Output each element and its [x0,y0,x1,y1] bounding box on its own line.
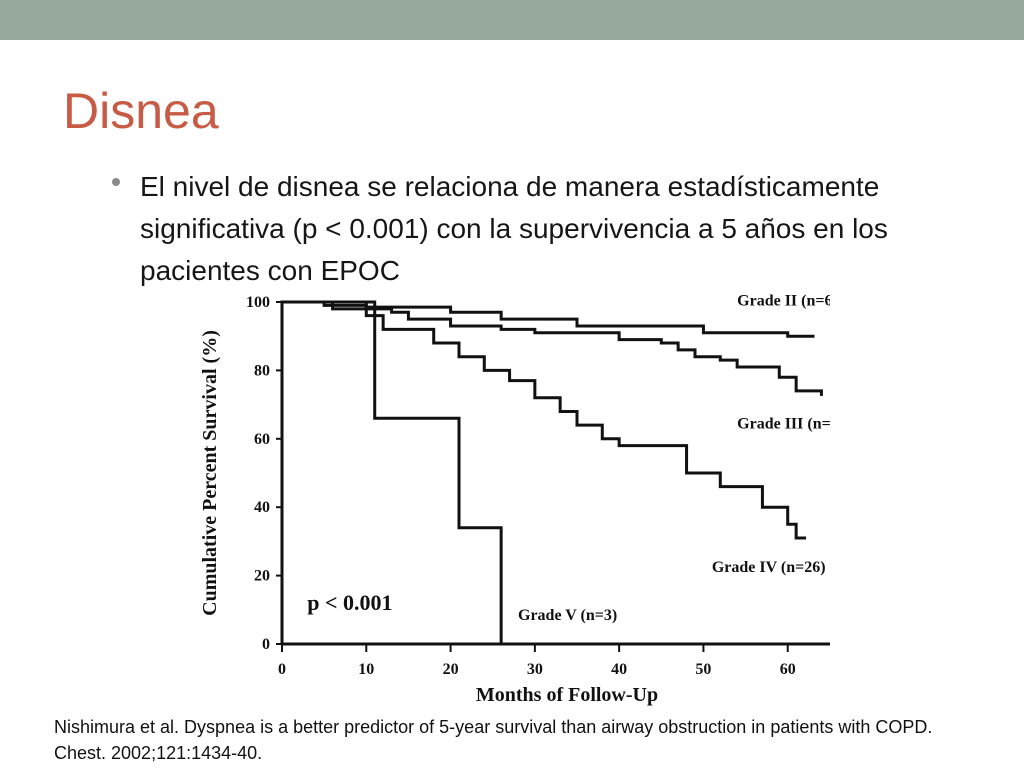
y-tick-label: 60 [254,431,270,448]
p-value-annotation: p < 0.001 [307,590,392,615]
top-band [0,0,1024,40]
slide-title: Disnea [63,83,219,139]
y-tick-label: 40 [254,499,270,516]
series-line-2 [280,300,823,396]
chart-labels: 010203040506070020406080100Cumulative Pe… [199,292,880,706]
y-axis-title: Cumulative Percent Survival (%) [199,330,221,616]
bullet-icon [112,178,120,186]
series-label-1: Grade II (n=67) [737,292,830,309]
x-axis-title: Months of Follow-Up [476,684,658,706]
chart-axes [276,301,873,652]
x-tick-label: 0 [278,661,286,678]
x-tick-label: 10 [358,661,374,678]
x-tick-label: 50 [695,661,711,678]
series-line-4 [280,300,503,646]
x-tick-label: 30 [527,661,543,678]
series-label-3: Grade IV (n=26) [712,559,826,576]
y-tick-label: 0 [262,636,270,653]
chart-series [280,300,823,646]
bullet-text: El nivel de disnea se relaciona de maner… [140,171,888,286]
series-line-1 [280,300,815,338]
survival-chart: 010203040506070020406080100Cumulative Pe… [190,284,880,714]
x-tick-label: 60 [780,661,796,678]
x-tick-label: 20 [443,661,459,678]
series-label-4: Grade V (n=3) [518,607,617,624]
series-label-2: Grade III (n=87) [737,416,830,433]
y-tick-label: 100 [246,294,270,311]
x-tick-label: 40 [611,661,627,678]
y-tick-label: 20 [254,568,270,585]
source-caption: Nishimura et al. Dyspnea is a better pre… [54,717,933,763]
y-tick-label: 80 [254,362,270,379]
survival-chart-svg: 010203040506070020406080100Cumulative Pe… [199,292,880,706]
series-line-3 [280,300,807,540]
